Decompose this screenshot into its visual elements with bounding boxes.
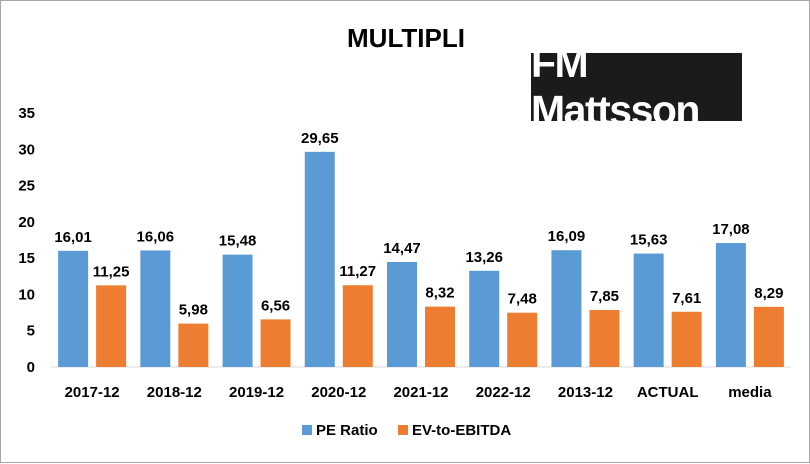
y-tick-label: 20 [18, 214, 35, 231]
bar [425, 306, 455, 367]
y-tick-label: 30 [18, 141, 35, 158]
chart-title: MULTIPLI [347, 23, 465, 53]
data-label: 11,25 [93, 263, 130, 280]
x-tick-label: 2022-12 [476, 384, 531, 401]
data-label: 7,48 [508, 291, 537, 308]
x-tick-label: media [728, 384, 772, 401]
data-label: 7,61 [672, 290, 701, 307]
bar [222, 254, 253, 367]
bar [507, 312, 538, 367]
y-tick-label: 15 [18, 250, 35, 267]
data-label: 17,08 [712, 221, 750, 238]
y-tick-label: 5 [27, 323, 35, 340]
data-label: 6,56 [261, 297, 290, 314]
x-tick-label: ACTUAL [637, 384, 699, 401]
x-tick-label: 2017-12 [65, 384, 120, 401]
legend-swatch [398, 425, 408, 435]
data-label: 16,01 [54, 229, 92, 246]
bar [96, 285, 127, 367]
bar [671, 311, 702, 367]
y-tick-label: 35 [18, 105, 35, 122]
bar [715, 243, 746, 367]
data-label: 16,09 [548, 228, 586, 245]
legend-swatch [302, 425, 312, 435]
bar [753, 306, 784, 367]
data-label: 15,63 [630, 232, 668, 249]
bar [551, 250, 582, 367]
legend-label: EV-to-EBITDA [412, 422, 511, 439]
bar [633, 253, 664, 367]
x-tick-label: 2019-12 [229, 384, 284, 401]
bar [178, 323, 209, 367]
data-label: 13,26 [465, 249, 503, 266]
bar [387, 261, 417, 367]
data-label: 7,85 [590, 288, 619, 305]
y-tick-label: 0 [27, 359, 35, 376]
data-label: 8,29 [754, 285, 783, 302]
x-tick-label: 2021-12 [393, 384, 448, 401]
bar [260, 319, 291, 367]
legend-label: PE Ratio [316, 422, 378, 439]
bar [140, 250, 171, 367]
x-tick-label: 2020-12 [311, 384, 366, 401]
y-tick-label: 10 [18, 286, 35, 303]
bar [469, 270, 500, 367]
data-label: 5,98 [179, 302, 208, 319]
bar [342, 285, 373, 367]
y-tick-label: 25 [18, 178, 35, 195]
data-label: 16,06 [137, 228, 175, 245]
bar [58, 250, 89, 367]
data-label: 29,65 [301, 130, 339, 147]
x-tick-label: 2018-12 [147, 384, 202, 401]
x-tick-label: 2013-12 [558, 384, 613, 401]
data-label: 15,48 [219, 233, 257, 250]
data-label: 11,27 [339, 263, 376, 280]
data-label: 14,47 [383, 240, 421, 257]
data-label: 8,32 [425, 285, 454, 302]
bar [304, 151, 335, 367]
bar [589, 310, 620, 367]
